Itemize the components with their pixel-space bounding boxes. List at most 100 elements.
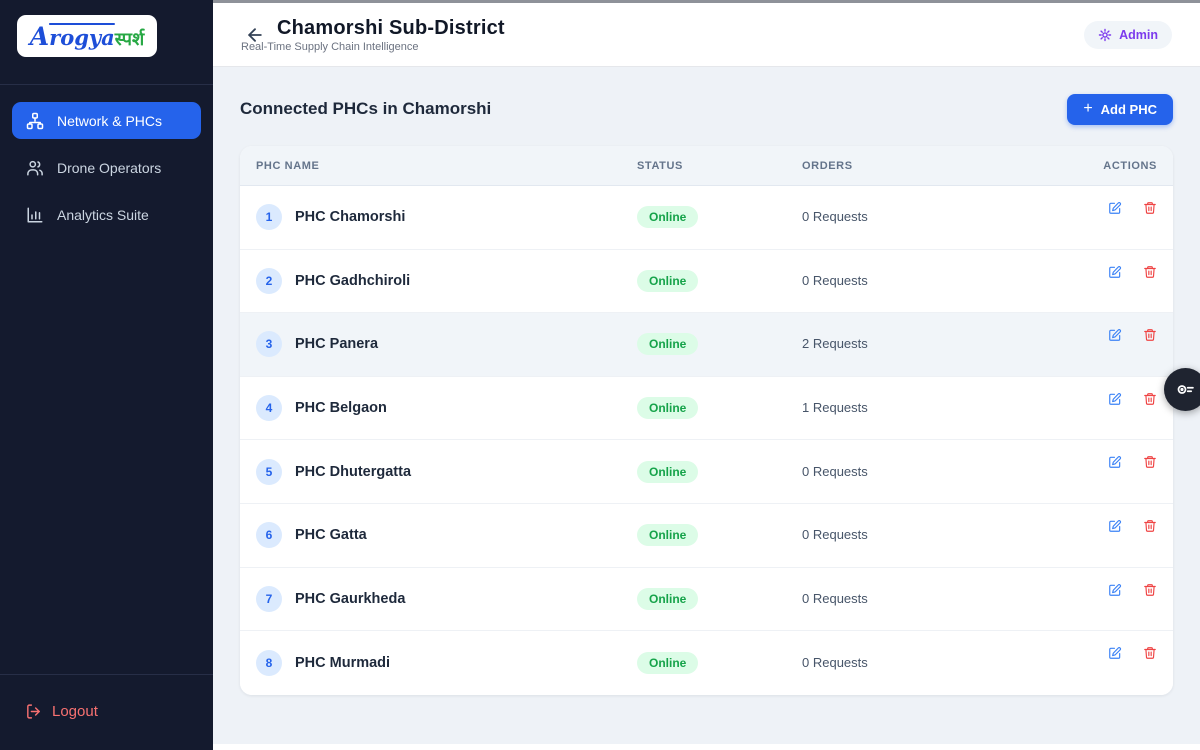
column-header-actions: ACTIONS bbox=[1103, 159, 1157, 172]
phc-name: PHC Gatta bbox=[295, 527, 367, 544]
accessibility-widget-icon bbox=[1177, 385, 1194, 394]
column-header-orders: ORDERS bbox=[802, 159, 853, 172]
actions-cell bbox=[1070, 265, 1157, 279]
table-row[interactable]: 4 PHC Belgaon Online 1 Requests bbox=[240, 376, 1173, 441]
delete-button[interactable] bbox=[1143, 392, 1157, 406]
phc-name: PHC Panera bbox=[295, 336, 379, 353]
table-header-row: PHC NAME STATUS ORDERS ACTIONS bbox=[240, 146, 1173, 186]
users-icon bbox=[26, 159, 44, 177]
row-number-badge: 4 bbox=[256, 395, 282, 422]
admin-badge[interactable]: Admin bbox=[1084, 20, 1172, 49]
status-badge: Online bbox=[637, 397, 699, 420]
logo-devanagari: स्पर्श bbox=[114, 28, 145, 50]
row-number-badge: 5 bbox=[256, 458, 282, 485]
table-row[interactable]: 3 PHC Panera Online 2 Requests bbox=[240, 313, 1173, 377]
trash-icon bbox=[1144, 456, 1156, 469]
column-header-status: STATUS bbox=[637, 159, 683, 172]
page-subtitle: Real-Time Supply Chain Intelligence bbox=[241, 40, 419, 53]
table-row[interactable]: 2 PHC Gadhchiroli Online 0 Requests bbox=[240, 249, 1173, 314]
table-row[interactable]: 8 PHC Murmadi Online 0 Requests bbox=[240, 631, 1173, 695]
phc-name: PHC Murmadi bbox=[295, 654, 391, 671]
orders-cell: 1 Requests bbox=[802, 399, 1070, 417]
table-row[interactable]: 6 PHC Gatta Online 0 Requests bbox=[240, 503, 1173, 568]
status-badge: Online bbox=[637, 269, 699, 292]
phc-name-cell: 8 PHC Murmadi bbox=[256, 649, 637, 676]
status-cell: Online bbox=[637, 587, 802, 610]
add-phc-label: Add PHC bbox=[1100, 101, 1157, 117]
phc-name-cell: 1 PHC Chamorshi bbox=[256, 204, 637, 231]
row-number-badge: 8 bbox=[256, 649, 282, 676]
phc-table-body: 1 PHC Chamorshi Online 0 Requests 2 PHC … bbox=[240, 186, 1173, 695]
actions-cell bbox=[1070, 583, 1157, 597]
edit-button[interactable] bbox=[1108, 265, 1122, 279]
trash-icon bbox=[1144, 392, 1156, 405]
widget-fab-button[interactable] bbox=[1164, 368, 1200, 411]
edit-button[interactable] bbox=[1108, 519, 1122, 533]
row-number-badge: 1 bbox=[256, 204, 282, 231]
status-cell: Online bbox=[637, 460, 802, 483]
phc-name-cell: 2 PHC Gadhchiroli bbox=[256, 267, 637, 294]
orders-cell: 2 Requests bbox=[802, 335, 1070, 353]
table-row[interactable]: 1 PHC Chamorshi Online 0 Requests bbox=[240, 186, 1173, 250]
actions-cell bbox=[1070, 519, 1157, 533]
sidebar-item-network-phcs[interactable]: Network & PHCs bbox=[12, 102, 201, 139]
orders-count: 1 Requests bbox=[802, 400, 868, 416]
edit-button[interactable] bbox=[1108, 328, 1122, 342]
trash-icon bbox=[1144, 583, 1156, 596]
edit-pencil-icon bbox=[1109, 265, 1122, 278]
arrow-left-icon bbox=[248, 27, 262, 42]
edit-button[interactable] bbox=[1108, 201, 1122, 215]
logout-icon bbox=[25, 703, 42, 720]
sidebar-item-drone-operators[interactable]: Drone Operators bbox=[12, 149, 201, 186]
status-badge: Online bbox=[637, 460, 699, 483]
sidebar-item-label: Drone Operators bbox=[57, 159, 162, 176]
orders-cell: 0 Requests bbox=[802, 463, 1070, 481]
phc-name: PHC Gaurkheda bbox=[295, 590, 406, 607]
status-cell: Online bbox=[637, 206, 802, 229]
trash-icon bbox=[1144, 647, 1156, 659]
network-icon bbox=[26, 112, 44, 130]
edit-button[interactable] bbox=[1108, 455, 1122, 469]
main-area: Chamorshi Sub-District Real-Time Supply … bbox=[213, 0, 1200, 750]
delete-button[interactable] bbox=[1143, 519, 1157, 533]
back-button[interactable] bbox=[241, 21, 269, 49]
edit-button[interactable] bbox=[1108, 583, 1122, 597]
edit-pencil-icon bbox=[1109, 647, 1122, 659]
delete-button[interactable] bbox=[1143, 583, 1157, 597]
status-badge: Online bbox=[637, 651, 699, 674]
add-phc-button[interactable]: + Add PHC bbox=[1067, 93, 1173, 125]
phc-name-cell: 6 PHC Gatta bbox=[256, 522, 637, 549]
phc-name: PHC Chamorshi bbox=[295, 209, 406, 226]
actions-cell bbox=[1070, 328, 1157, 342]
delete-button[interactable] bbox=[1143, 265, 1157, 279]
edit-pencil-icon bbox=[1109, 456, 1122, 469]
logout-label: Logout bbox=[52, 703, 98, 720]
admin-label: Admin bbox=[1119, 27, 1158, 42]
trash-icon bbox=[1144, 202, 1156, 214]
delete-button[interactable] bbox=[1143, 455, 1157, 469]
phc-name: PHC Dhutergatta bbox=[295, 463, 412, 480]
edit-button[interactable] bbox=[1108, 392, 1122, 406]
edit-pencil-icon bbox=[1109, 202, 1122, 214]
table-row[interactable]: 7 PHC Gaurkheda Online 0 Requests bbox=[240, 567, 1173, 632]
row-number-badge: 3 bbox=[256, 331, 282, 358]
page-header: Chamorshi Sub-District Real-Time Supply … bbox=[213, 3, 1200, 67]
trash-icon bbox=[1144, 329, 1156, 342]
edit-button[interactable] bbox=[1108, 646, 1122, 660]
status-cell: Online bbox=[637, 651, 802, 674]
table-row[interactable]: 5 PHC Dhutergatta Online 0 Requests bbox=[240, 440, 1173, 504]
orders-count: 0 Requests bbox=[802, 272, 868, 288]
row-number-badge: 7 bbox=[256, 585, 282, 612]
orders-count: 0 Requests bbox=[802, 463, 868, 479]
logo-latin: rogya bbox=[49, 24, 115, 50]
delete-button[interactable] bbox=[1143, 201, 1157, 215]
logout-button[interactable]: Logout bbox=[25, 703, 188, 720]
delete-button[interactable] bbox=[1143, 646, 1157, 660]
phc-name-cell: 7 PHC Gaurkheda bbox=[256, 585, 637, 612]
sidebar-bottom: Logout bbox=[0, 674, 213, 750]
sidebar: Arogyaस्पर्श Network & PHCs Drone Operat… bbox=[0, 0, 213, 750]
sidebar-item-analytics-suite[interactable]: Analytics Suite bbox=[12, 196, 201, 233]
page-title: Chamorshi Sub-District bbox=[277, 16, 505, 39]
delete-button[interactable] bbox=[1143, 328, 1157, 342]
sidebar-nav: Network & PHCs Drone Operators Analytics… bbox=[0, 85, 213, 674]
